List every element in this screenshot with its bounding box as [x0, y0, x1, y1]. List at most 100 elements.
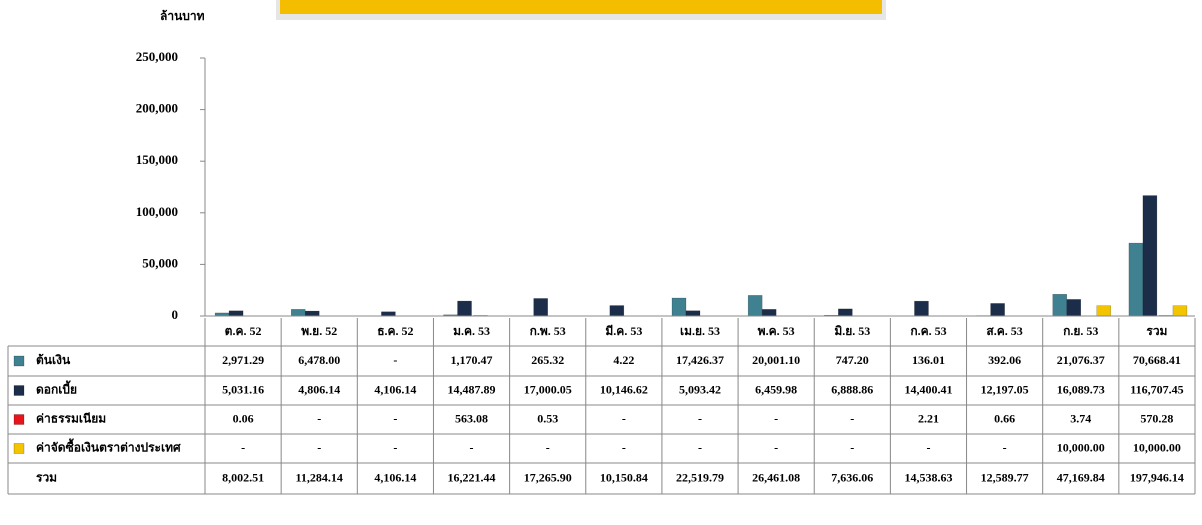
table-cell: -: [774, 411, 778, 425]
table-cell: 70,668.41: [1133, 353, 1181, 367]
table-cell: 116,707.45: [1130, 382, 1183, 396]
table-cell: 4,106.14: [374, 382, 416, 396]
bar: [610, 306, 624, 316]
x-tick-label: เม.ย. 53: [680, 324, 720, 338]
table-cell: 17,426.37: [676, 353, 724, 367]
y-tick-label: 50,000: [142, 255, 178, 270]
table-cell: 20,001.10: [752, 353, 800, 367]
x-tick-label: รวม: [1146, 324, 1167, 338]
bar: [291, 309, 305, 316]
x-tick-label: พ.ค. 53: [758, 324, 795, 338]
x-tick-label: ก.ย. 53: [1063, 324, 1098, 338]
table-cell: -: [393, 411, 397, 425]
table-cell: 0.66: [994, 411, 1015, 425]
x-tick-label: ธ.ค. 52: [377, 324, 413, 338]
table-cell: 12,197.05: [981, 382, 1029, 396]
table-cell: 0.53: [537, 411, 558, 425]
table-cell: 6,888.86: [831, 382, 873, 396]
bar: [1173, 306, 1187, 316]
table-cell: -: [622, 411, 626, 425]
bar: [1129, 243, 1143, 316]
x-tick-label: ก.พ. 53: [530, 324, 566, 338]
table-cell: 14,400.41: [904, 382, 952, 396]
table-cell: -: [850, 411, 854, 425]
legend-label: ต้นเงิน: [36, 353, 71, 367]
table-cell: 2.21: [918, 411, 939, 425]
bar: [458, 301, 472, 316]
legend-swatch: [14, 356, 24, 366]
table-cell: 2,971.29: [222, 353, 264, 367]
table-total-cell: 10,150.84: [600, 470, 648, 484]
bar: [762, 309, 776, 316]
table-cell: 136.01: [912, 353, 945, 367]
legend-swatch: [14, 386, 24, 396]
table-cell: -: [622, 440, 626, 454]
table-total-cell: 26,461.08: [752, 470, 800, 484]
table-cell: 6,478.00: [298, 353, 340, 367]
x-tick-label: ต.ค. 52: [225, 324, 262, 338]
table-cell: 10,000.00: [1057, 440, 1105, 454]
table-cell: -: [698, 440, 702, 454]
table-cell: -: [317, 411, 321, 425]
x-tick-label: มี.ค. 53: [605, 324, 642, 338]
table-total-cell: 17,265.90: [524, 470, 572, 484]
table-cell: -: [1003, 440, 1007, 454]
y-tick-label: 250,000: [136, 49, 178, 64]
bar: [1097, 306, 1111, 316]
table-total-cell: 11,284.14: [296, 470, 343, 484]
table-cell: 0.06: [233, 411, 254, 425]
table-cell: -: [393, 353, 397, 367]
table-cell: -: [926, 440, 930, 454]
banner: [280, 0, 882, 14]
bar: [229, 311, 243, 316]
table-cell: 16,089.73: [1057, 382, 1105, 396]
table-cell: 17,000.05: [524, 382, 572, 396]
legend-label: ค่าธรรมเนียม: [36, 411, 106, 425]
bar: [748, 295, 762, 316]
table-cell: -: [393, 440, 397, 454]
table-cell: 3.74: [1070, 411, 1091, 425]
table-cell: 14,487.89: [448, 382, 496, 396]
table-total-cell: 47,169.84: [1057, 470, 1105, 484]
bar: [1067, 299, 1081, 316]
table-cell: -: [546, 440, 550, 454]
legend-swatch: [14, 415, 24, 425]
table-cell: -: [698, 411, 702, 425]
table-cell: 1,170.47: [451, 353, 493, 367]
x-tick-label: ก.ค. 53: [910, 324, 946, 338]
table-cell: 563.08: [455, 411, 488, 425]
table-cell: 747.20: [836, 353, 869, 367]
table-cell: 570.28: [1140, 411, 1173, 425]
y-axis-label: ล้านบาท: [160, 9, 205, 23]
table-cell: 21,076.37: [1057, 353, 1105, 367]
bar: [1053, 294, 1067, 316]
table-total-cell: 7,636.06: [831, 470, 873, 484]
table-cell: -: [317, 440, 321, 454]
table-total-cell: 8,002.51: [222, 470, 264, 484]
table-cell: 5,031.16: [222, 382, 264, 396]
table-total-cell: 22,519.79: [676, 470, 724, 484]
x-tick-label: ม.ค. 53: [453, 324, 490, 338]
bar: [534, 298, 548, 316]
table-cell: 392.06: [988, 353, 1021, 367]
legend-label: ดอกเบี้ย: [36, 379, 77, 396]
bar: [381, 312, 395, 316]
table-cell: 4,806.14: [298, 382, 340, 396]
table-cell: 10,146.62: [600, 382, 648, 396]
x-tick-label: พ.ย. 52: [301, 324, 337, 338]
table-cell: 265.32: [531, 353, 564, 367]
table-total-cell: 197,946.14: [1130, 470, 1184, 484]
legend-label: ค่าจัดซื้อเงินตราต่างประเทศ: [36, 437, 181, 454]
table-cell: -: [774, 440, 778, 454]
table-cell: 6,459.98: [755, 382, 797, 396]
table-cell: 4.22: [613, 353, 634, 367]
bar: [672, 298, 686, 316]
table-cell: -: [241, 440, 245, 454]
x-tick-label: มิ.ย. 53: [834, 324, 870, 338]
table-total-cell: 16,221.44: [448, 470, 496, 484]
bar: [838, 309, 852, 316]
x-tick-label: ส.ค. 53: [986, 324, 1022, 338]
bar: [305, 311, 319, 316]
y-tick-label: 0: [172, 307, 179, 322]
